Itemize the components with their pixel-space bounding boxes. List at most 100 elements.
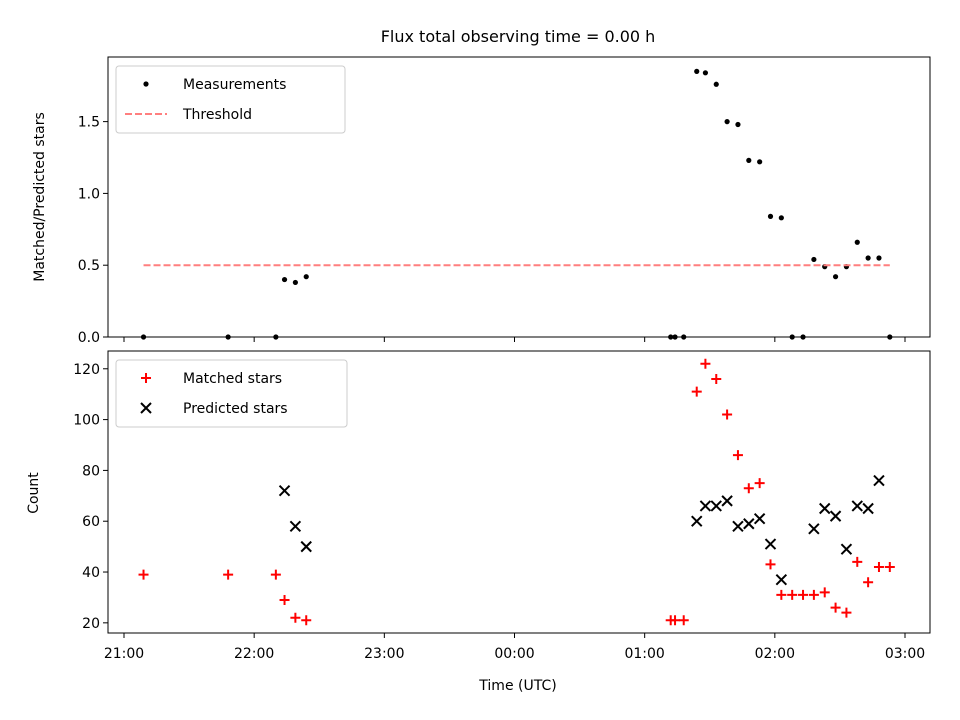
y-tick-label: 0.5	[78, 258, 100, 274]
measurements-point	[713, 81, 719, 87]
predicted-stars-point	[721, 495, 733, 507]
matched-stars-point	[301, 615, 312, 626]
measurements-point	[303, 274, 309, 280]
predicted-stars-point	[699, 500, 712, 512]
matched-stars-point	[678, 615, 689, 626]
measurements-point	[887, 334, 893, 340]
measurements-point	[778, 215, 784, 221]
measurements-point	[668, 334, 674, 340]
measurements-point	[789, 334, 795, 340]
predicted-stars-point	[710, 500, 722, 512]
predicted-stars-point	[289, 520, 302, 533]
measurements-point	[746, 157, 752, 163]
legend-swatch-predicted-stars	[140, 402, 152, 414]
x-tick-label: 23:00	[364, 646, 404, 662]
matched-stars-point	[830, 602, 841, 613]
x-tick-label: 21:00	[104, 646, 144, 662]
measurements-point	[225, 334, 231, 340]
x-tick-label: 22:00	[234, 646, 274, 662]
predicted-stars-point	[743, 518, 755, 530]
y-tick-label: 20	[82, 616, 100, 632]
y-tick-label: 120	[73, 362, 100, 378]
predicted-stars-point	[278, 485, 291, 497]
axes-frame	[107, 56, 931, 338]
predicted-stars-point	[732, 520, 744, 533]
predicted-stars-point	[753, 512, 766, 525]
measurements-point	[724, 119, 730, 125]
top-panel-plot: 0.0 0.5 1.0 1.5 Measurements Threshold	[78, 56, 931, 346]
matched-stars-point	[863, 577, 874, 588]
predicted-stars-point	[873, 474, 885, 487]
matched-stars-point	[223, 569, 234, 580]
legend-label-predicted-stars: Predicted stars	[183, 401, 288, 417]
measurements-point	[800, 334, 806, 340]
measurements-point	[694, 68, 700, 74]
predicted-stars-point	[840, 543, 853, 555]
x-tick-label: 00:00	[494, 646, 534, 662]
matched-stars-point	[873, 561, 884, 572]
matched-stars-point	[290, 612, 301, 623]
predicted-stars-point	[808, 523, 820, 535]
matched-stars-point	[700, 358, 711, 369]
matched-stars-point	[138, 569, 149, 580]
y-tick-label: 1.5	[78, 115, 100, 131]
measurements-point	[757, 159, 763, 165]
measurements-point	[832, 274, 839, 280]
legend-label-matched-stars: Matched stars	[183, 371, 282, 387]
x-tick-label: 01:00	[624, 646, 664, 662]
matched-stars-point	[732, 450, 743, 461]
bottom-panel-plot: 20 40 60 80 100 120 21:00 22:00 23:00 00:00 01:00 0…	[73, 350, 931, 662]
top-y-axis-label: Matched/Predicted stars	[32, 112, 48, 282]
legend-label-measurements: Measurements	[183, 77, 286, 93]
matched-stars-point	[270, 569, 281, 580]
measurements-point	[681, 334, 687, 340]
matched-stars-point	[765, 559, 776, 570]
legend-label-threshold: Threshold	[182, 107, 252, 123]
y-tick-label: 60	[82, 514, 100, 530]
predicted-stars-point	[764, 538, 777, 550]
measurements-point	[865, 255, 871, 261]
matched-stars-point	[787, 589, 798, 600]
predicted-stars-point	[862, 502, 874, 515]
y-tick-label: 0.0	[78, 330, 100, 346]
measurements-point	[672, 334, 678, 340]
y-tick-label: 80	[82, 463, 100, 479]
matched-stars-point	[722, 409, 733, 420]
matched-stars-point	[852, 556, 863, 567]
axes-frame	[107, 350, 931, 634]
measurements-point	[702, 70, 709, 76]
matched-stars-point	[884, 561, 895, 572]
predicted-stars-point	[300, 540, 312, 553]
x-tick-label: 02:00	[755, 646, 795, 662]
predicted-stars-point	[851, 500, 863, 512]
matched-stars-point	[841, 607, 852, 618]
measurements-point	[876, 255, 882, 261]
measurements-point	[140, 334, 147, 340]
y-tick-label: 1.0	[78, 186, 100, 202]
matched-stars-point	[743, 483, 754, 494]
x-axis-label: Time (UTC)	[478, 678, 556, 694]
predicted-stars-point	[829, 510, 842, 522]
measurements-point	[811, 256, 817, 263]
matched-stars-point	[670, 615, 681, 626]
measurements-point	[292, 279, 298, 286]
matched-stars-point	[776, 589, 787, 600]
legend-box	[115, 359, 348, 428]
bottom-y-axis-label: Count	[26, 472, 42, 514]
measurements-point	[281, 276, 288, 283]
predicted-stars-point	[819, 502, 831, 515]
matched-stars-point	[798, 589, 809, 600]
predicted-stars-point	[775, 573, 788, 586]
matched-stars-point	[691, 386, 702, 397]
matched-stars-point	[808, 589, 819, 600]
x-tick-label: 03:00	[885, 646, 925, 662]
matched-stars-point	[819, 587, 830, 598]
matched-stars-point	[754, 478, 765, 489]
measurements-point	[735, 121, 741, 128]
measurements-point	[273, 334, 279, 340]
legend-swatch-matched-stars	[141, 373, 151, 383]
chart-title: Flux total observing time = 0.00 h	[381, 27, 656, 46]
legend-swatch-measurements	[143, 81, 149, 87]
